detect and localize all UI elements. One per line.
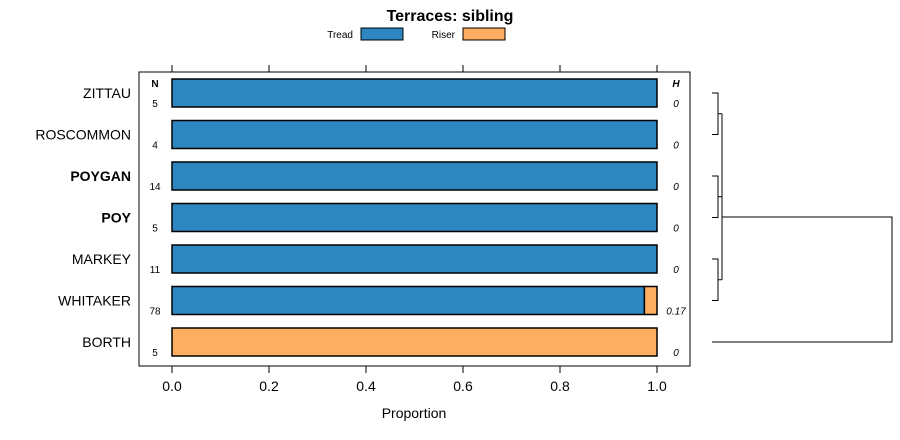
n-value: 14 — [149, 182, 161, 193]
x-axis-label: Proportion — [382, 405, 447, 421]
n-value: 5 — [152, 348, 158, 359]
n-value: 11 — [150, 265, 161, 276]
h-header: H — [672, 79, 680, 90]
row-label: ZITTAU — [83, 85, 131, 101]
dendrogram-branch — [712, 92, 719, 135]
n-value: 5 — [152, 224, 158, 235]
dendrogram — [712, 92, 893, 343]
row-label: POYGAN — [70, 168, 131, 184]
bar-markey-tread — [171, 244, 658, 274]
h-value: 0.17 — [666, 307, 686, 318]
x-tick-label: 0.2 — [259, 378, 279, 394]
x-tick-label: 0.0 — [162, 378, 182, 394]
n-value: 78 — [149, 307, 161, 318]
legend-label-riser: Riser — [432, 30, 456, 41]
bar-whitaker-tread — [171, 285, 646, 316]
n-value: 5 — [152, 99, 158, 110]
h-value: 0 — [673, 141, 679, 152]
bar-borth-riser — [171, 327, 658, 357]
h-values: 0 0 0 0 0 0.17 0 — [666, 99, 686, 359]
n-header: N — [151, 79, 158, 90]
x-tick-label: 0.6 — [453, 378, 473, 394]
bar-zittau-tread — [171, 78, 658, 108]
chart-title: Terraces: sibling — [387, 8, 514, 25]
x-axis: 0.0 0.2 0.4 0.6 0.8 1.0 — [162, 65, 667, 394]
h-value: 0 — [673, 224, 679, 235]
row-label: WHITAKER — [58, 293, 131, 309]
legend-label-tread: Tread — [327, 30, 353, 41]
dendrogram-branch — [712, 216, 893, 343]
bars — [171, 78, 658, 357]
dendrogram-branch — [712, 175, 719, 218]
row-label: ROSCOMMON — [35, 127, 131, 143]
plot-frame — [138, 71, 691, 367]
row-label: POY — [101, 210, 131, 226]
bar-poygan-tread — [171, 161, 658, 191]
bar-roscommon-tread — [171, 119, 658, 150]
legend-swatch-tread — [360, 27, 404, 41]
h-value: 0 — [673, 182, 679, 193]
x-tick-label: 1.0 — [647, 378, 667, 394]
row-label: BORTH — [82, 334, 131, 350]
bar-whitaker-riser — [643, 285, 658, 316]
h-value: 0 — [673, 99, 679, 110]
x-tick-label: 0.8 — [550, 378, 570, 394]
x-tick-label: 0.4 — [356, 378, 376, 394]
legend: Tread Riser — [327, 27, 506, 41]
h-value: 0 — [673, 348, 679, 359]
h-value: 0 — [673, 265, 679, 276]
row-labels: ZITTAU ROSCOMMON POYGAN POY MARKEY WHITAKER BO… — [35, 85, 131, 350]
n-value: 4 — [152, 141, 158, 152]
legend-swatch-riser — [462, 27, 506, 41]
dendrogram-branch — [712, 258, 719, 301]
n-values: 5 4 14 5 11 78 5 — [149, 99, 161, 359]
bar-poy-tread — [171, 202, 658, 233]
row-label: MARKEY — [72, 251, 132, 267]
